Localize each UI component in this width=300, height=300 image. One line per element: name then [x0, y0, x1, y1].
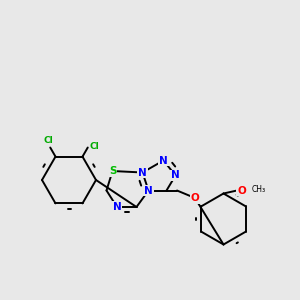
Text: N: N	[171, 170, 180, 181]
Text: N: N	[144, 185, 153, 196]
Text: Cl: Cl	[44, 136, 54, 146]
Text: O: O	[190, 193, 200, 203]
Text: CH₃: CH₃	[251, 185, 266, 194]
Text: Cl: Cl	[89, 142, 99, 151]
Text: N: N	[112, 202, 122, 212]
Text: N: N	[159, 155, 168, 166]
Text: O: O	[237, 185, 246, 196]
Text: N: N	[138, 167, 147, 178]
Text: S: S	[109, 166, 116, 176]
